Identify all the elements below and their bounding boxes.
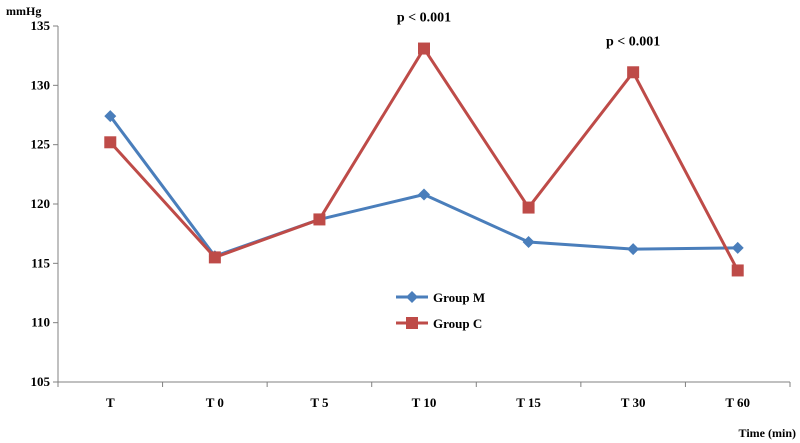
y-tick-label: 135 [31,18,51,33]
x-tick-label: T 15 [516,395,541,410]
series-line [109,115,738,258]
x-axis-label: Time (min) [739,426,796,440]
y-tick-label: 105 [31,374,51,389]
data-point [731,264,744,277]
data-point [208,251,221,264]
legend-label: Group C [433,316,482,331]
x-tick-label: T 0 [206,395,224,410]
x-tick-label: T 10 [412,395,437,410]
legend-marker [406,317,418,329]
y-tick-label: 120 [31,196,51,211]
y-tick-label: 110 [31,315,50,330]
x-axis-ticks: T T 0 T 5 T 10 T 15 T 30 T 60 [57,382,791,410]
y-tick-label: 115 [31,255,50,270]
y-axis-label: mmHg [6,4,41,18]
p-value-annotation: p < 0.001 [606,34,660,49]
data-point [418,188,430,201]
data-point [104,110,117,123]
p-value-annotation: p < 0.001 [397,11,451,26]
data-point [522,201,535,214]
annotations-layer: p < 0.001 p < 0.001 [397,11,660,50]
x-tick-label: T 30 [621,395,646,410]
y-axis-ticks: 105 110 115 120 125 130 135 [31,18,58,389]
data-point [104,136,117,149]
y-tick-label: 130 [31,77,51,92]
legend-marker [406,291,418,303]
data-point [522,235,535,248]
data-point [627,243,640,256]
x-tick-label: T [106,395,115,410]
x-tick-label: T 5 [310,395,329,410]
series-line [109,47,740,272]
data-point [731,241,744,254]
data-point [418,42,430,55]
data-point [313,213,326,226]
y-tick-label: 125 [31,137,51,152]
series-group-c [104,42,744,277]
legend-label: Group M [433,290,485,305]
legend: Group M Group C [396,290,485,331]
x-tick-label: T 60 [725,395,750,410]
data-point [627,66,640,79]
series-layer [104,42,744,277]
